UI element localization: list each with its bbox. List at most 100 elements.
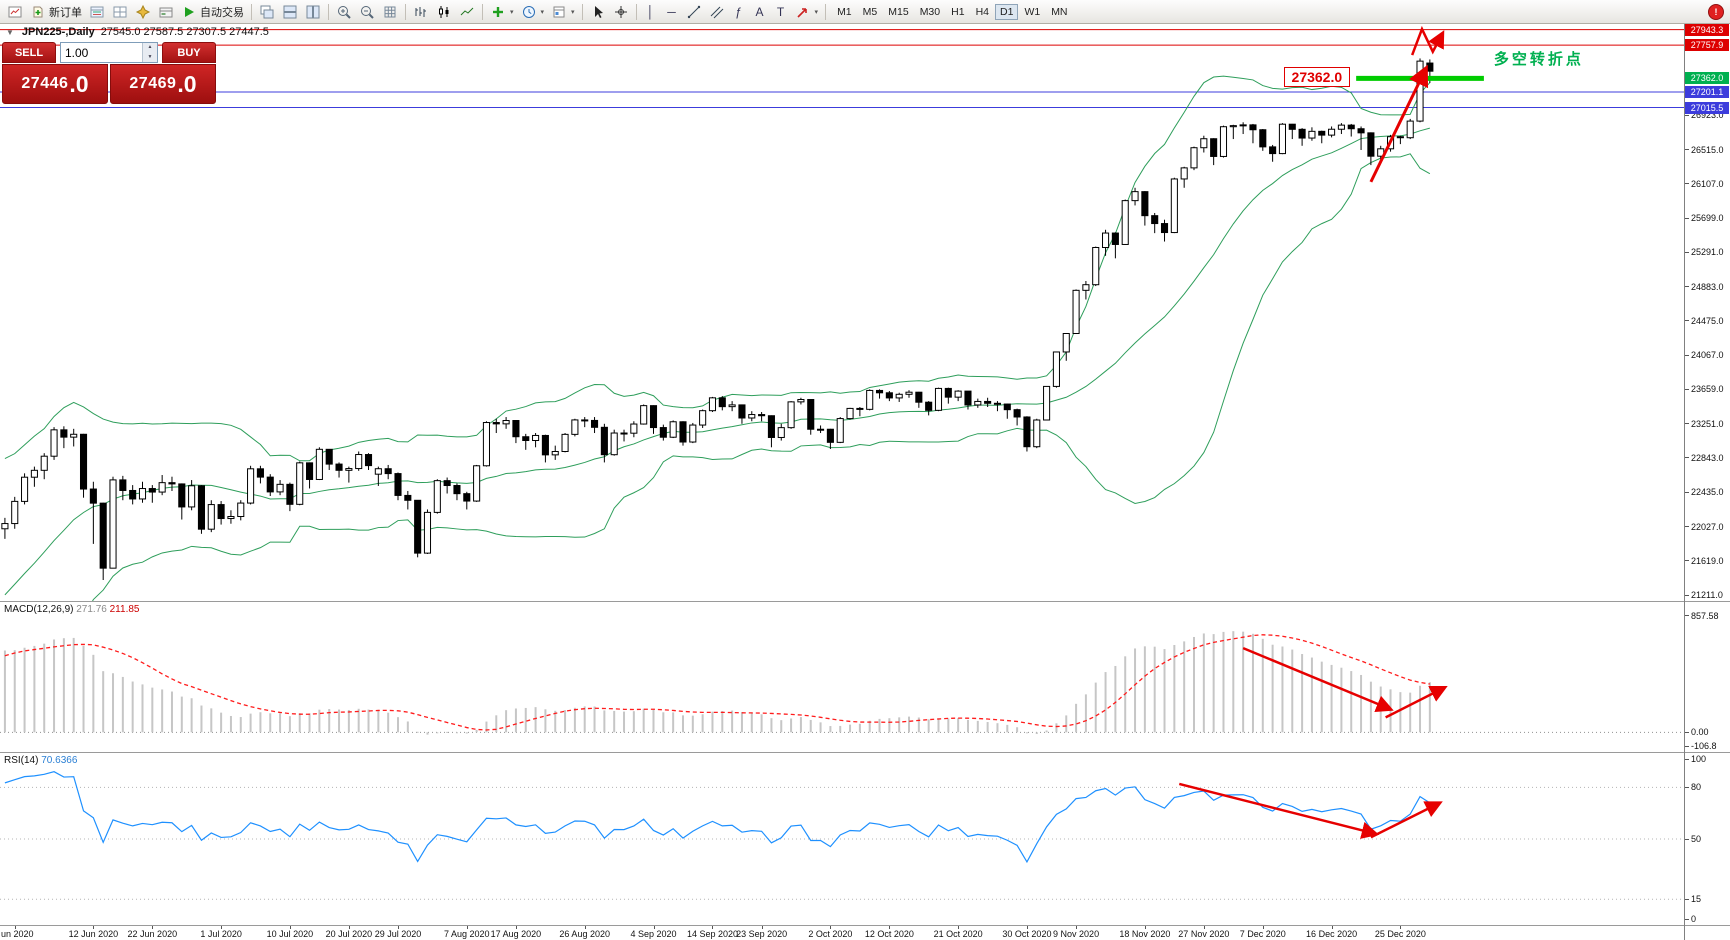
- crosshair-icon: [613, 4, 629, 20]
- autotrading-button[interactable]: 自动交易: [178, 2, 247, 22]
- time-tick: [221, 926, 223, 929]
- indicators-button[interactable]: ▾: [487, 2, 517, 22]
- line-chart-button[interactable]: [456, 2, 478, 22]
- time-tick: [1262, 926, 1264, 929]
- rsi-axis-tick: 80: [1685, 782, 1730, 792]
- vertical-line-icon: │: [646, 4, 655, 19]
- sell-price-button[interactable]: 27446.0: [2, 64, 108, 104]
- price-level-badge: 27362.0: [1685, 72, 1729, 85]
- rsi-axis-tick: 50: [1685, 834, 1730, 844]
- data-window-button[interactable]: [109, 2, 131, 22]
- templates-button[interactable]: ▾: [548, 2, 578, 22]
- time-label: 7 Dec 2020: [1239, 929, 1286, 939]
- time-label: 21 Oct 2020: [933, 929, 983, 939]
- buy-price-button[interactable]: 27469.0: [110, 64, 216, 104]
- time-tick: [889, 926, 891, 929]
- time-label: 17 Aug 2020: [490, 929, 542, 939]
- tile-vertical-button[interactable]: [302, 2, 324, 22]
- arrow-tool-icon: [795, 4, 811, 20]
- time-tick: [1144, 926, 1146, 929]
- macd-main-value: 271.76: [76, 604, 107, 615]
- time-label: 27 Nov 2020: [1178, 929, 1230, 939]
- buy-price-fraction: .0: [177, 70, 197, 97]
- main-chart-pane: ▼ JPN225-,Daily 27545.0 27587.5 27307.5 …: [0, 24, 1684, 601]
- timeframe-m1-button[interactable]: M1: [832, 4, 857, 20]
- navigator-button[interactable]: [132, 2, 154, 22]
- price-tick: 26923.0: [1685, 110, 1730, 120]
- crosshair-button[interactable]: [610, 2, 632, 22]
- zoom-out-button[interactable]: [356, 2, 378, 22]
- sell-label: SELL: [14, 46, 44, 59]
- text-tool-button[interactable]: A: [750, 2, 770, 22]
- price-tick: 24883.0: [1685, 282, 1730, 292]
- rsi-canvas[interactable]: [0, 753, 1684, 925]
- time-label: 25 Dec 2020: [1374, 929, 1426, 939]
- price-tick: 25699.0: [1685, 213, 1730, 223]
- chevron-down-icon: ▾: [540, 8, 545, 16]
- text-label-tool-button[interactable]: T: [771, 2, 791, 22]
- fibonacci-tool-button[interactable]: ƒ: [729, 2, 749, 22]
- macd-canvas[interactable]: [0, 602, 1684, 752]
- vertical-line-tool-button[interactable]: │: [641, 2, 661, 22]
- trendline-tool-button[interactable]: [683, 2, 705, 22]
- buy-button[interactable]: BUY: [162, 42, 216, 63]
- timeframe-mn-button[interactable]: MN: [1046, 4, 1072, 20]
- volume-increase-button[interactable]: ▲: [143, 43, 157, 53]
- volume-spinner: ▲ ▼: [142, 43, 157, 62]
- time-tick: [289, 926, 291, 929]
- volume-decrease-button[interactable]: ▼: [143, 52, 157, 62]
- horizontal-line-tool-button[interactable]: ─: [662, 2, 682, 22]
- chevron-down-icon: ▾: [571, 8, 575, 16]
- pane-splitter[interactable]: [0, 925, 1730, 926]
- rsi-axis-tick: 15: [1685, 894, 1730, 904]
- tile-horizontal-button[interactable]: [279, 2, 301, 22]
- timeframe-m5-button[interactable]: M5: [858, 4, 883, 20]
- one-click-trading-toggle[interactable]: ▼: [6, 27, 14, 37]
- price-tick: 24475.0: [1685, 316, 1730, 326]
- notification-badge[interactable]: !: [1708, 3, 1724, 20]
- terminal-button[interactable]: [155, 2, 177, 22]
- time-axis[interactable]: un 2020 12 Jun 2020 22 Jun 2020 1 Jul 2020 1…: [0, 926, 1684, 940]
- price-tick: 22027.0: [1685, 522, 1730, 532]
- market-watch-button[interactable]: [86, 2, 108, 22]
- price-scale[interactable]: 26923.0 26515.0 26107.0 25699.0 25291.0 24883…: [1685, 24, 1730, 601]
- time-label: 4 Sep 2020: [630, 929, 677, 939]
- main-chart-canvas[interactable]: [0, 24, 1684, 601]
- pane-splitter[interactable]: [0, 752, 1730, 753]
- periods-button[interactable]: ▾: [518, 2, 548, 22]
- timeframe-d1-button[interactable]: D1: [995, 3, 1019, 20]
- autotrading-play-icon: [181, 4, 197, 20]
- macd-scale[interactable]: 857.58 0.00 -106.8: [1685, 602, 1730, 752]
- zoom-in-icon: [336, 4, 352, 20]
- candlestick-chart-button[interactable]: [433, 2, 455, 22]
- toolbar-separator: [825, 3, 827, 20]
- timeframe-m15-button[interactable]: M15: [883, 4, 913, 20]
- timeframe-h4-button[interactable]: H4: [971, 4, 994, 20]
- sell-button[interactable]: SELL: [2, 42, 56, 63]
- time-tick: [93, 926, 95, 929]
- rsi-axis-tick: 100: [1685, 754, 1730, 764]
- volume-input[interactable]: [61, 43, 142, 62]
- cascade-windows-button[interactable]: [256, 2, 278, 22]
- channel-icon: [709, 4, 725, 20]
- pane-splitter[interactable]: [0, 601, 1730, 602]
- price-tick: 22435.0: [1685, 487, 1730, 497]
- text-label-icon: T: [776, 4, 785, 19]
- zoom-in-button[interactable]: [333, 2, 355, 22]
- bar-chart-button[interactable]: [410, 2, 432, 22]
- new-chart-button[interactable]: [4, 2, 26, 22]
- timeframe-m30-button[interactable]: M30: [915, 4, 945, 20]
- time-label: 12 Jun 2020: [68, 929, 119, 939]
- grid-button[interactable]: [379, 2, 401, 22]
- rsi-scale[interactable]: 100 80 50 15 0: [1685, 753, 1730, 925]
- arrows-tool-button[interactable]: ▾: [792, 2, 822, 22]
- one-click-trading-panel: SELL ▲ ▼ BUY 27446.0 27469.0: [2, 42, 216, 104]
- timeframe-h1-button[interactable]: H1: [946, 4, 969, 20]
- buy-price: 27469: [129, 75, 177, 92]
- timeframe-w1-button[interactable]: W1: [1019, 4, 1045, 20]
- new-order-button[interactable]: 新订单: [27, 2, 85, 22]
- channel-tool-button[interactable]: [706, 2, 728, 22]
- time-tick: [712, 926, 714, 929]
- price-tick: 25291.0: [1685, 247, 1730, 257]
- cursor-button[interactable]: [587, 2, 609, 22]
